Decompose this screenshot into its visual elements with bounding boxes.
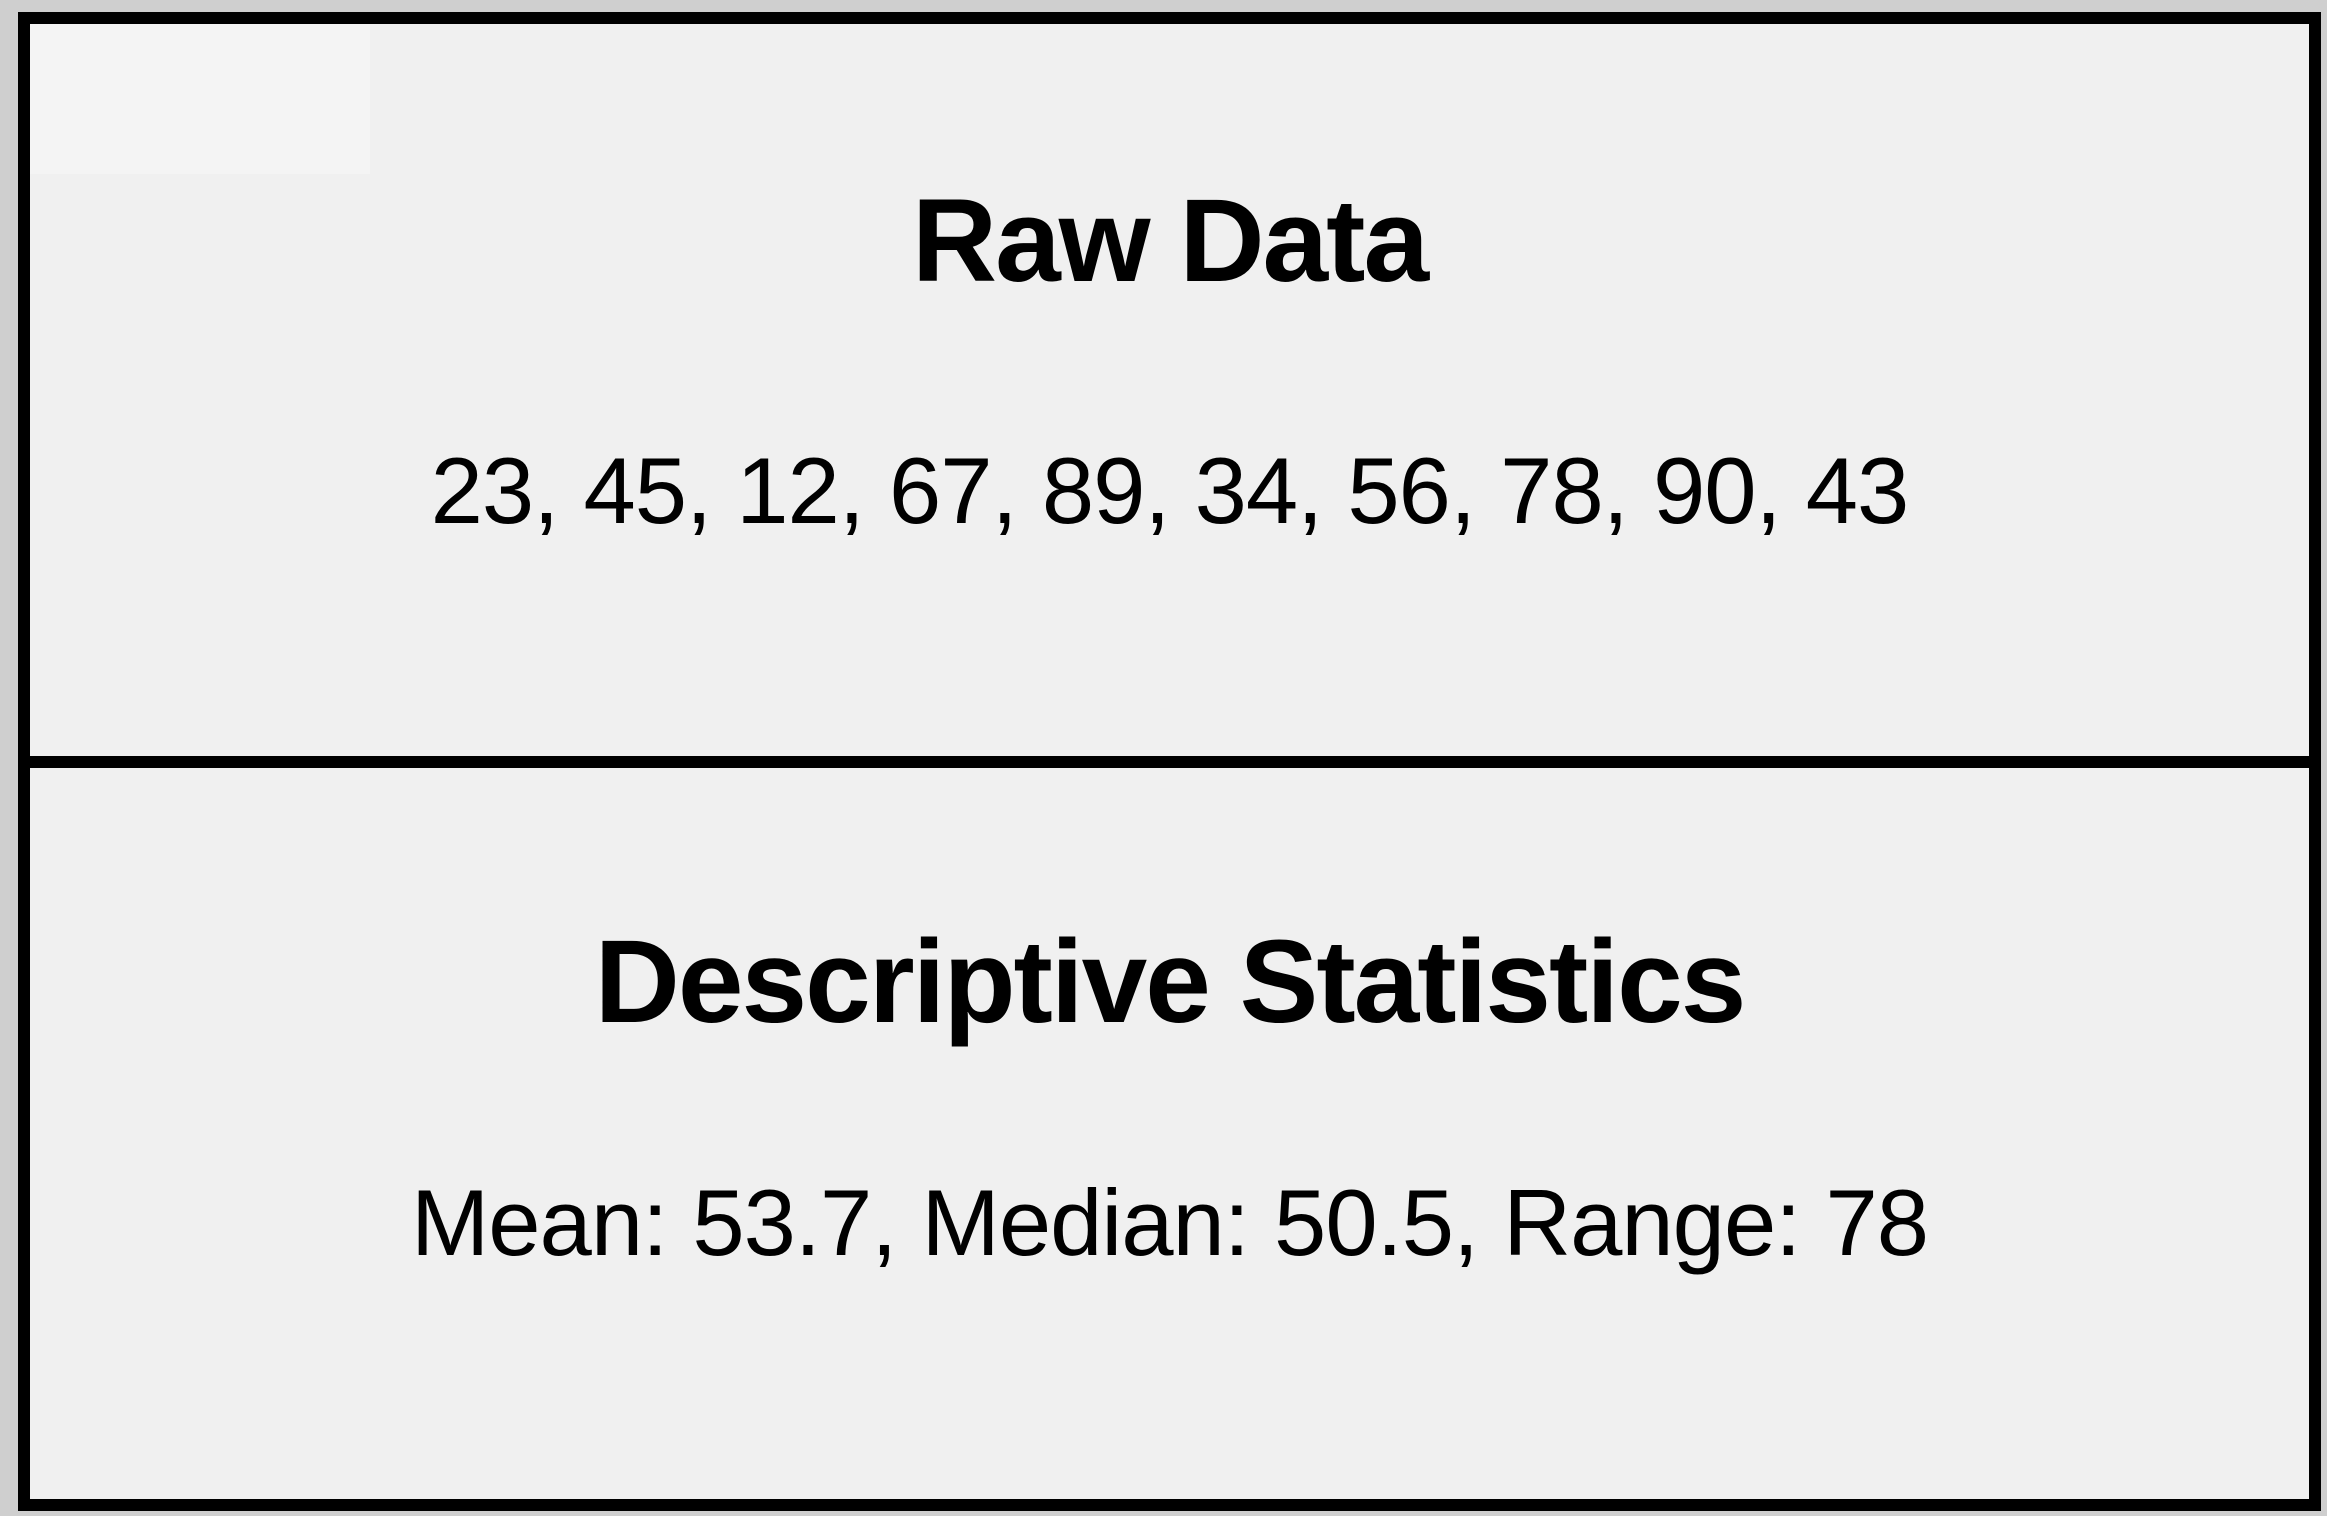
section-divider: [30, 756, 2309, 768]
descriptive-statistics-heading: Descriptive Statistics: [594, 916, 1747, 1048]
highlight-strip: [30, 24, 370, 174]
descriptive-statistics-values: Mean: 53.7, Median: 50.5, Range: 78: [410, 1170, 1929, 1275]
raw-data-heading: Raw Data: [911, 175, 1429, 307]
raw-data-values: 23, 45, 12, 67, 89, 34, 56, 78, 90, 43: [430, 438, 1910, 543]
diagram-frame: Raw Data 23, 45, 12, 67, 89, 34, 56, 78,…: [18, 12, 2321, 1511]
descriptive-statistics-panel: Descriptive Statistics Mean: 53.7, Media…: [30, 768, 2309, 1499]
raw-data-panel: Raw Data 23, 45, 12, 67, 89, 34, 56, 78,…: [30, 24, 2309, 756]
